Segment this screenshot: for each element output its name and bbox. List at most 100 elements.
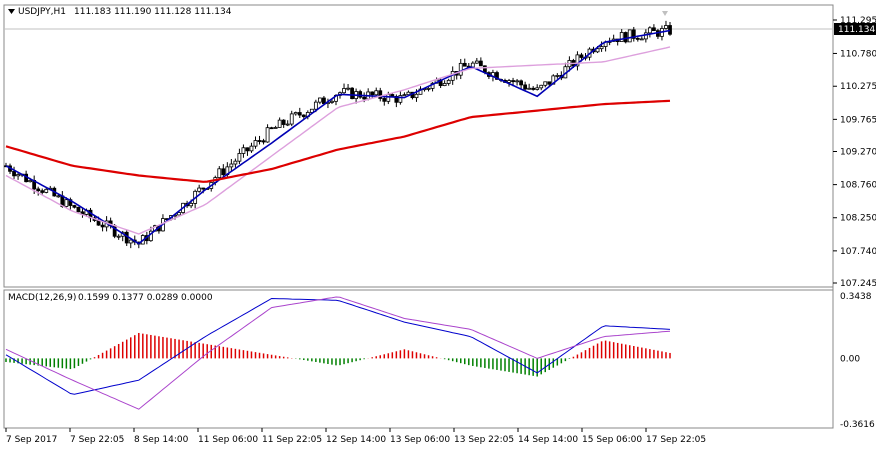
time-tick-label: 15 Sep 06:00 bbox=[582, 435, 642, 445]
price-tick-label: 108.760 bbox=[840, 181, 876, 191]
candle-body bbox=[265, 127, 270, 143]
candle-body bbox=[515, 80, 519, 83]
candle-body bbox=[402, 94, 407, 97]
candle-body bbox=[350, 87, 354, 100]
candle-body bbox=[281, 119, 286, 125]
price-tick-label: 110.780 bbox=[840, 49, 876, 59]
candle-body bbox=[221, 168, 226, 176]
time-tick-label: 12 Sep 14:00 bbox=[326, 435, 386, 445]
candle-body bbox=[277, 119, 282, 128]
price-tick-label: 109.270 bbox=[840, 148, 876, 158]
macd-tick-label: 0.00 bbox=[840, 354, 860, 364]
time-tick-label: 13 Sep 22:05 bbox=[454, 435, 514, 445]
signal-line bbox=[5, 296, 671, 410]
time-tick-label: 13 Sep 06:00 bbox=[390, 435, 450, 445]
candle-body bbox=[116, 235, 121, 238]
candles bbox=[4, 20, 672, 249]
candle-body bbox=[189, 203, 194, 207]
candle-body bbox=[64, 199, 69, 207]
candle-body bbox=[301, 114, 306, 118]
candle-body bbox=[56, 195, 61, 198]
candle-body bbox=[374, 90, 379, 96]
chevron-down-icon[interactable] bbox=[8, 9, 15, 14]
candle-body bbox=[511, 80, 515, 83]
candle-body bbox=[269, 127, 274, 130]
time-tick-label: 8 Sep 14:00 bbox=[134, 435, 189, 445]
candle-body bbox=[289, 113, 294, 125]
candle-body bbox=[217, 168, 222, 179]
candle-body bbox=[390, 94, 395, 97]
candle-body bbox=[474, 60, 479, 64]
macd-tick-label: 0.3438 bbox=[840, 292, 872, 302]
candle-body bbox=[446, 79, 451, 84]
candle-body bbox=[177, 212, 181, 216]
candle-body bbox=[44, 188, 49, 193]
candle-body bbox=[229, 163, 234, 168]
candle-body bbox=[414, 93, 419, 99]
candle-body bbox=[317, 97, 322, 103]
time-tick-label: 11 Sep 22:05 bbox=[262, 435, 322, 445]
candle-body bbox=[16, 174, 20, 177]
shift-marker-icon[interactable] bbox=[662, 11, 668, 16]
candle-body bbox=[309, 108, 314, 113]
candle-body bbox=[285, 123, 290, 126]
candle-body bbox=[539, 84, 544, 89]
candle-body bbox=[273, 127, 278, 129]
macd-values-label: 0.1599 0.1377 0.0289 0.0000 bbox=[78, 293, 213, 303]
current-price-text: 111.134 bbox=[838, 25, 875, 35]
candle-body bbox=[462, 62, 467, 67]
candle-body bbox=[599, 46, 604, 50]
candle-body bbox=[330, 100, 334, 103]
candle-body bbox=[128, 239, 133, 244]
macd-axis: 0.3438 0.00 -0.3616 bbox=[840, 292, 875, 430]
candle-body bbox=[426, 87, 431, 90]
candle-body bbox=[233, 160, 238, 165]
candle-body bbox=[647, 27, 652, 34]
candle-body bbox=[406, 91, 411, 96]
candle-body bbox=[76, 206, 81, 213]
time-tick-label: 7 Sep 2017 bbox=[6, 435, 57, 445]
candle-body bbox=[579, 54, 584, 58]
candle-body bbox=[358, 91, 363, 98]
candle-body bbox=[543, 81, 548, 86]
candle-body bbox=[627, 29, 632, 43]
candle-body bbox=[523, 84, 528, 90]
candle-body bbox=[547, 81, 552, 85]
time-tick-label: 14 Sep 14:00 bbox=[518, 435, 578, 445]
price-axis: 111.295 110.780 110.275 109.765 109.270 108.7… bbox=[833, 16, 876, 289]
candle-body bbox=[652, 27, 656, 32]
ma-slow-line bbox=[5, 99, 671, 183]
candle-body bbox=[595, 48, 600, 53]
candle-body bbox=[495, 72, 499, 80]
candle-body bbox=[72, 205, 77, 208]
candle-body bbox=[458, 62, 463, 76]
moving-averages bbox=[5, 29, 671, 245]
price-tick-label: 108.250 bbox=[840, 214, 876, 224]
candle-body bbox=[635, 37, 640, 40]
price-tick-label: 109.765 bbox=[840, 115, 876, 125]
time-tick-label: 11 Sep 06:00 bbox=[198, 435, 258, 445]
candle-body bbox=[442, 83, 447, 87]
candle-body bbox=[507, 80, 511, 83]
current-price-tag bbox=[834, 23, 876, 35]
candle-body bbox=[346, 87, 350, 90]
candle-body bbox=[237, 153, 242, 162]
price-tick-label: 107.245 bbox=[840, 279, 876, 289]
candle-body bbox=[631, 29, 636, 39]
candle-body bbox=[664, 25, 668, 29]
candle-body bbox=[253, 140, 258, 147]
price-tick-label: 111.295 bbox=[840, 16, 876, 26]
ma-mid-line bbox=[5, 46, 671, 235]
symbol-label: USDJPY,H1 bbox=[18, 7, 66, 17]
macd-pane-frame bbox=[3, 289, 834, 429]
time-tick-label: 7 Sep 22:05 bbox=[70, 435, 124, 445]
macd-plot bbox=[5, 296, 671, 410]
candle-body bbox=[245, 147, 250, 152]
candle-body bbox=[575, 54, 580, 67]
ma-fast-line bbox=[5, 29, 671, 245]
candle-body bbox=[668, 25, 672, 35]
candle-body bbox=[519, 80, 524, 86]
candle-body bbox=[124, 231, 129, 244]
candle-body bbox=[619, 32, 624, 42]
candle-body bbox=[555, 75, 560, 77]
